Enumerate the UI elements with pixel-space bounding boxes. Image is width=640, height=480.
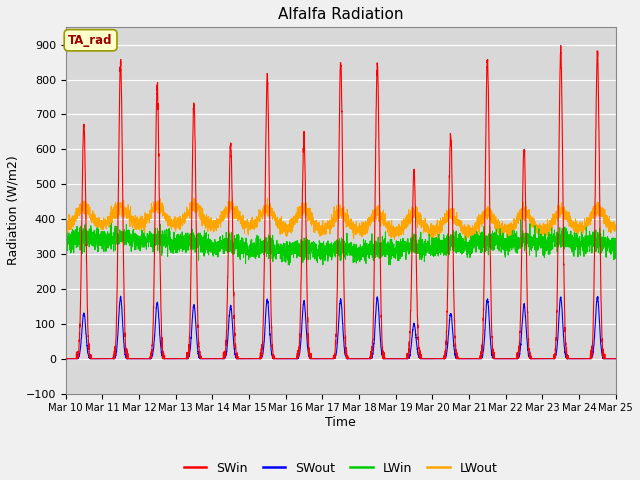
Title: Alfalfa Radiation: Alfalfa Radiation [278,7,403,22]
Legend: SWin, SWout, LWin, LWout: SWin, SWout, LWin, LWout [179,456,502,480]
X-axis label: Time: Time [325,416,356,429]
Y-axis label: Radiation (W/m2): Radiation (W/m2) [7,156,20,265]
Text: TA_rad: TA_rad [68,34,113,47]
